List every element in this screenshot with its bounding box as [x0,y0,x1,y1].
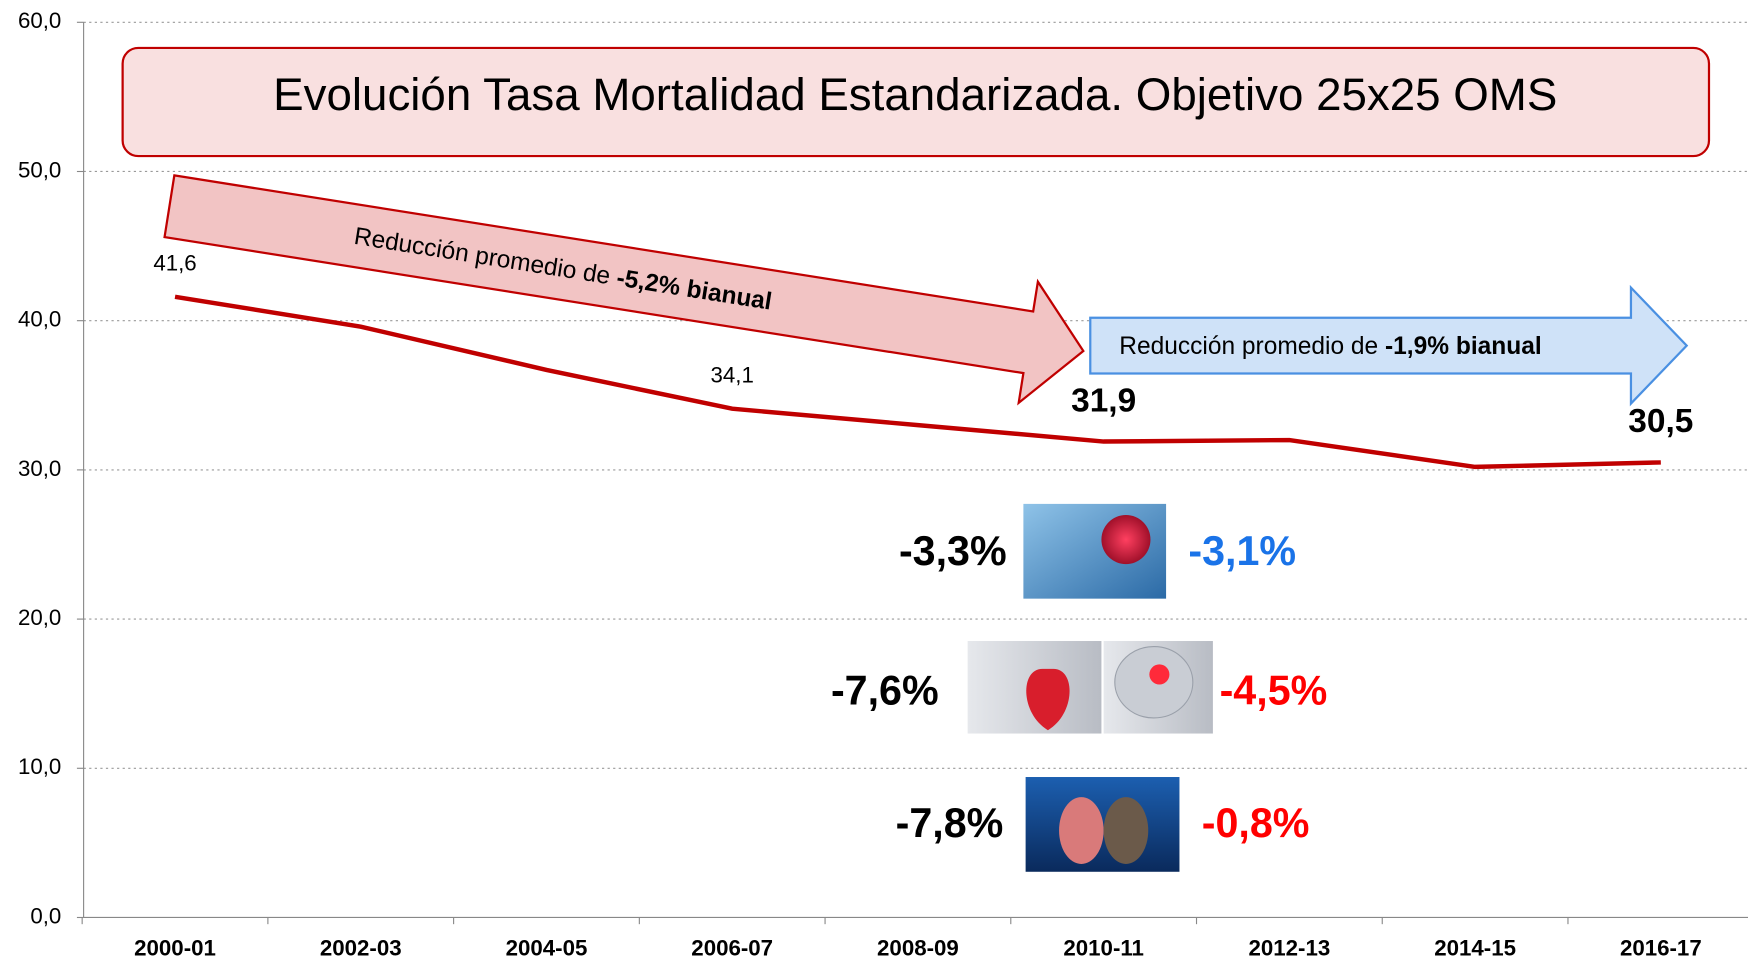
y-tick-label: 10,0 [18,754,61,779]
cause-change-after: -4,5% [1220,667,1328,713]
plot: Evolución Tasa Mortalidad Estandarizada.… [18,8,1748,961]
arrow-shape [1089,284,1689,407]
red-arrow: Reducción promedio de -5,2% bianual [163,174,1085,406]
data-label: 31,9 [1071,382,1136,419]
arrow-text-part: Reducción promedio de [1119,333,1385,360]
cause-change-after: -0,8% [1202,800,1310,846]
x-tick-label: 2008-09 [877,936,959,961]
y-tick-label: 0,0 [30,903,61,928]
chart-title: Evolución Tasa Mortalidad Estandarizada.… [273,69,1557,120]
heart-shape [1026,668,1070,731]
title-box [121,46,1711,158]
blue-arrow: Reducción promedio de -1,9% bianual [1089,284,1689,407]
y-tick-label: 30,0 [18,456,61,481]
arrow-text: Reducción promedio de -1,9% bianual [1119,333,1541,360]
lung-left [1059,797,1104,864]
y-tick-label: 60,0 [18,8,61,33]
x-tick-label: 2016-17 [1620,936,1702,961]
x-tick-label: 2006-07 [691,936,773,961]
lung-right [1103,797,1149,864]
x-tick-label: 2014-15 [1434,936,1516,961]
cause-change-before: -7,8% [896,800,1004,846]
x-tick-label: 2004-05 [506,936,588,961]
data-label: 41,6 [153,250,196,275]
cancer-cell [1101,515,1151,565]
data-label: 34,1 [711,362,754,387]
cause-change-before: -3,3% [899,528,1007,574]
arrow-text-bold: -1,9% bianual [1385,333,1542,360]
x-tick-label: 2000-01 [134,936,216,961]
icons [967,503,1213,872]
data-label: 30,5 [1628,403,1693,440]
cause-change-before: -7,6% [831,667,939,713]
x-tick-label: 2002-03 [320,936,402,961]
y-tick-label: 20,0 [18,605,61,630]
y-tick-label: 40,0 [18,307,61,332]
cause-change-after: -3,1% [1188,528,1296,574]
arrow-shape [163,174,1085,406]
brain-spot [1149,664,1170,685]
data-line [174,294,1661,470]
x-tick-label: 2010-11 [1063,936,1144,961]
y-tick-label: 50,0 [18,157,61,182]
grid [76,21,1748,925]
x-tick-label: 2012-13 [1248,936,1330,961]
